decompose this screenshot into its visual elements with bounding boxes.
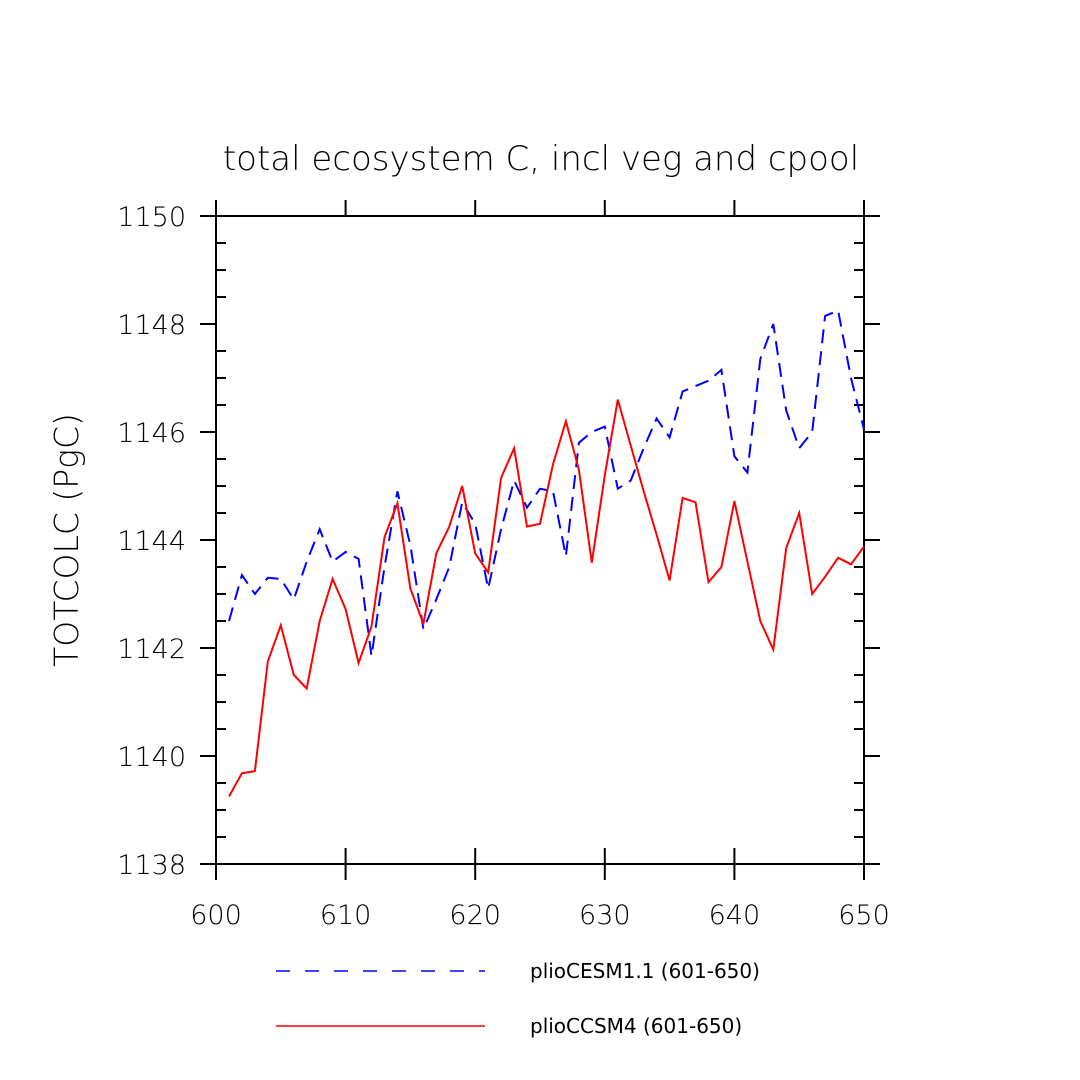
x-tick-label: 650 <box>838 900 890 931</box>
chart-title: total ecosystem C, incl veg and cpool <box>223 139 859 179</box>
plot-frame <box>215 215 865 865</box>
y-tick-label: 1146 <box>117 418 186 449</box>
x-tick-label: 610 <box>320 900 372 931</box>
y-tick-label: 1144 <box>117 526 186 557</box>
x-tick-label: 630 <box>579 900 631 931</box>
y-axis-label: TOTCOLC (PgC) <box>47 413 86 667</box>
x-tick-labels: 600 610 620 630 640 650 <box>190 900 890 931</box>
x-tick-label: 600 <box>190 900 242 931</box>
x-tick-label: 620 <box>449 900 501 931</box>
y-tick-labels: 1138 1140 1142 1144 1146 1148 1150 <box>117 202 186 881</box>
legend: plioCESM1.1 (601-650) plioCCSM4 (601-650) <box>276 959 760 1038</box>
series-line-plioccsm4 <box>228 399 865 797</box>
y-tick-label: 1138 <box>117 850 186 881</box>
y-tick-label: 1140 <box>117 742 186 773</box>
series-lines <box>228 309 865 797</box>
x-tick-label: 640 <box>709 900 761 931</box>
axis-ticks <box>200 200 880 880</box>
y-tick-label: 1148 <box>117 310 186 341</box>
legend-label: plioCESM1.1 (601-650) <box>530 959 760 983</box>
y-tick-label: 1150 <box>117 202 186 233</box>
y-tick-label: 1142 <box>117 634 186 665</box>
legend-label: plioCCSM4 (601-650) <box>530 1014 742 1038</box>
